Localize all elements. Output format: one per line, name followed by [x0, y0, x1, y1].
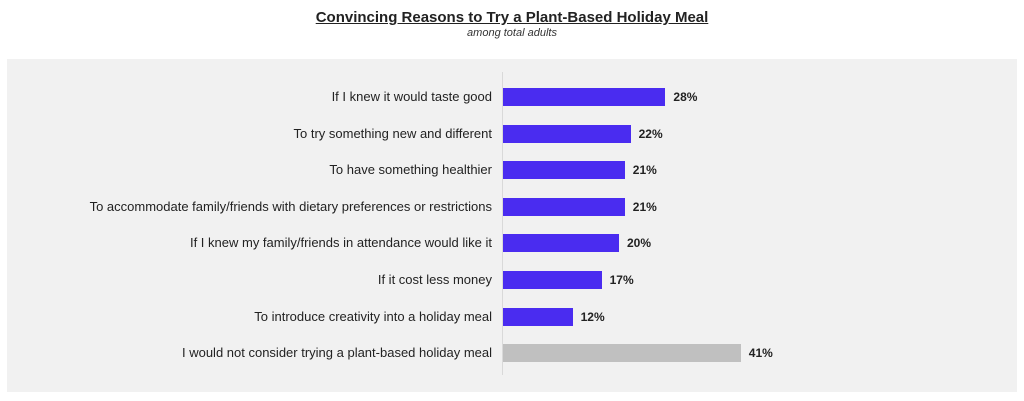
category-label: I would not consider trying a plant-base…	[181, 345, 492, 361]
bar	[503, 344, 741, 363]
bar	[503, 161, 625, 180]
chart-panel: If I knew it would taste good 28% To try s…	[7, 59, 1017, 392]
bar-row: I would not consider trying a plant-base…	[7, 343, 1017, 363]
bar-row: If it cost less money 17%	[7, 270, 1017, 290]
value-label: 41%	[748, 346, 773, 361]
bar	[503, 88, 666, 106]
bar	[503, 197, 625, 216]
bar	[503, 234, 619, 253]
value-label: 20%	[627, 236, 652, 251]
bar-row: To accommodate family/friends with dieta…	[7, 197, 1017, 217]
category-label: If I knew it would taste good	[331, 89, 492, 104]
bar	[503, 271, 602, 289]
category-label: To have something healthier	[329, 162, 492, 178]
chart-title: Convincing Reasons to Try a Plant-Based …	[315, 9, 709, 26]
category-label: To try something new and different	[293, 125, 493, 141]
category-label: To accommodate family/friends with dieta…	[89, 198, 492, 214]
category-label: If I knew my family/friends in attendanc…	[189, 235, 492, 251]
bar-row: To introduce creativity into a holiday m…	[7, 307, 1017, 327]
category-axis-line	[502, 72, 503, 375]
bar	[503, 307, 573, 326]
bar-row: If I knew it would taste good 28%	[7, 87, 1017, 107]
bar-row: To try something new and different 22%	[7, 124, 1017, 144]
chart-subtitle: among total adults	[467, 27, 557, 39]
value-label: 22%	[638, 126, 663, 141]
category-label: If it cost less money	[377, 272, 492, 287]
value-label: 21%	[632, 163, 657, 178]
value-label: 28%	[673, 90, 698, 104]
value-label: 21%	[632, 199, 657, 214]
bar-row: To have something healthier 21%	[7, 160, 1017, 180]
value-label: 12%	[580, 309, 605, 324]
bar-row: If I knew my family/friends in attendanc…	[7, 233, 1017, 253]
value-label: 17%	[609, 273, 634, 287]
category-label: To introduce creativity into a holiday m…	[254, 308, 492, 324]
bar	[503, 124, 631, 143]
